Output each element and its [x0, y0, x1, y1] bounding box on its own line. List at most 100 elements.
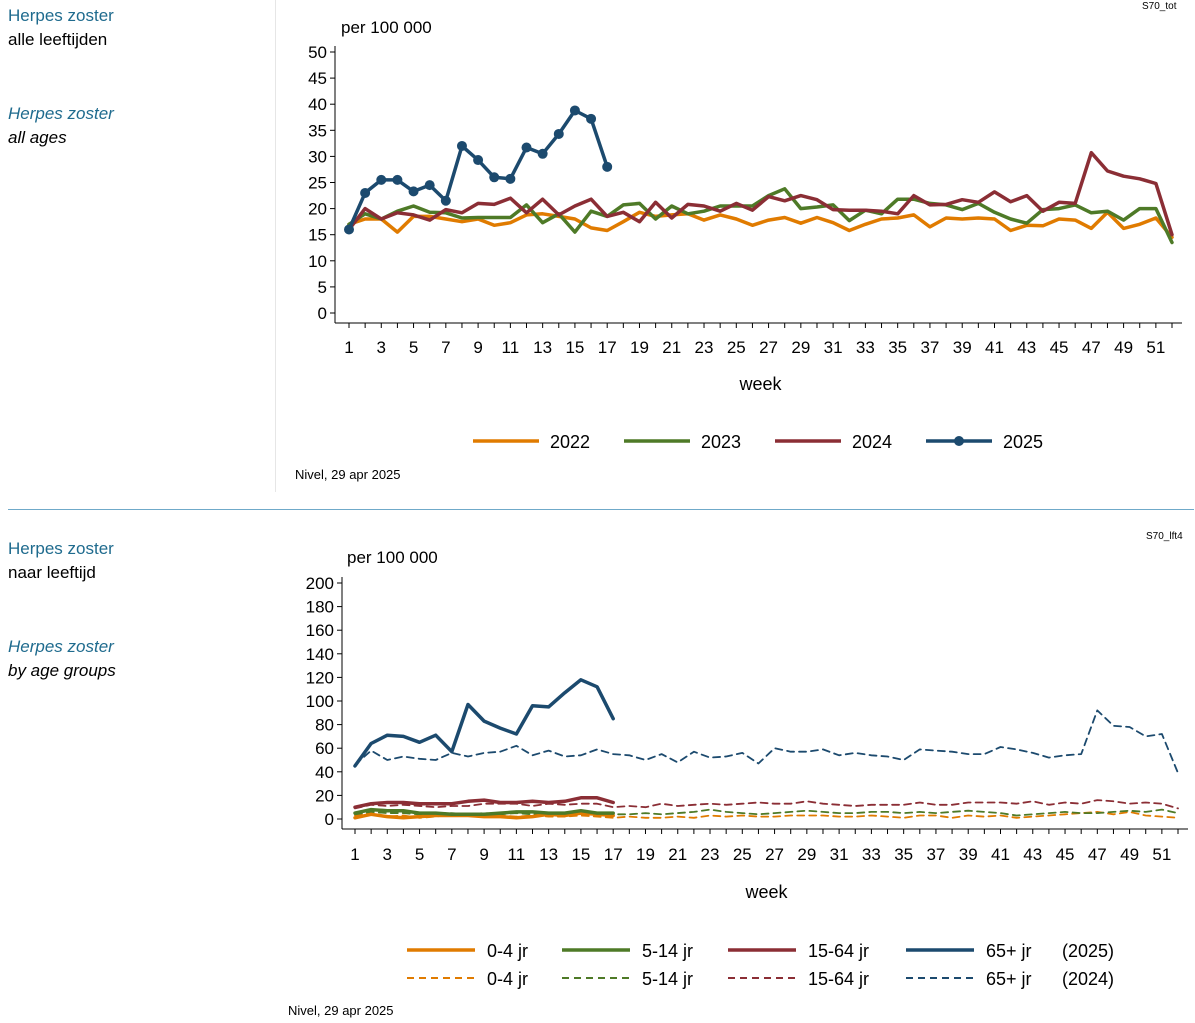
- chart2-x-tick-label: 21: [668, 845, 687, 864]
- chart2-x-tick-label: 41: [991, 845, 1010, 864]
- chart2-x-tick-label: 39: [959, 845, 978, 864]
- chart2-y-tick-label: 160: [306, 621, 334, 640]
- chart1-series-2025-point: [473, 155, 484, 166]
- chart1-y-tick-label: 50: [308, 43, 327, 62]
- chart2-x-axis-label: week: [744, 882, 788, 902]
- chart2-legend-label-row_2025-2: 15-64 jr: [808, 941, 869, 961]
- chart1-series-2024-line: [347, 150, 1174, 237]
- chart1-series-2025-point: [586, 113, 597, 124]
- chart1-x-tick-label: 25: [727, 338, 746, 357]
- chart2-y-axis-label: per 100 000: [347, 548, 438, 567]
- panel1-title-en: Herpes zoster: [8, 104, 114, 123]
- chart1-legend-label-2025: 2025: [1003, 432, 1043, 452]
- chart2-legend-label-row_2024-1: 5-14 jr: [642, 969, 693, 989]
- chart2-y-tick-label: 180: [306, 598, 334, 617]
- chart1-x-tick-label: 21: [662, 338, 681, 357]
- chart1-legend-label-2024: 2024: [852, 432, 892, 452]
- chart2-series-04jr-2025-line: [353, 811, 615, 820]
- chart2-x-tick-label: 27: [765, 845, 784, 864]
- panel2-subtitle-nl: naar leeftijd: [8, 563, 96, 582]
- chart2-y-tick-label: 140: [306, 645, 334, 664]
- chart2-series-1564jr-2025-line: [353, 796, 615, 809]
- chart1-y-tick-label: 0: [318, 304, 327, 323]
- chart1-y-tick-label: 5: [318, 278, 327, 297]
- chart2-x-tick-label: 5: [415, 845, 424, 864]
- chart1-series-2025-point: [569, 105, 580, 116]
- chart2-x-tick-label: 13: [539, 845, 558, 864]
- chart2-x-tick-label: 43: [1023, 845, 1042, 864]
- chart2-x-tick-label: 11: [508, 845, 526, 864]
- chart1-series-2025-point: [392, 174, 403, 185]
- chart1-series-2025-point: [360, 187, 371, 198]
- chart2-x-tick-label: 17: [604, 845, 623, 864]
- chart1-series-2022-line: [347, 210, 1174, 240]
- chart2-x-tick-label: 25: [733, 845, 752, 864]
- chart2-x-tick-label: 47: [1088, 845, 1107, 864]
- chart2-series-65plusjr-2025-line: [353, 678, 615, 768]
- chart2-legend-label-row_2025-0: 0-4 jr: [487, 941, 528, 961]
- panel2-title-en: Herpes zoster: [8, 637, 114, 656]
- chart1-y-tick-label: 30: [308, 147, 327, 166]
- chart1-series-2025-point: [440, 195, 451, 206]
- panel2-source: Nivel, 29 apr 2025: [288, 1003, 394, 1018]
- chart2-y-tick-label: 20: [315, 786, 334, 805]
- chart1-y-tick-label: 15: [308, 226, 327, 245]
- panel-separator: [8, 509, 1194, 510]
- chart1-x-tick-label: 3: [377, 338, 386, 357]
- chart1-x-tick-label: 13: [533, 338, 552, 357]
- chart2-series-514jr-2025-line: [353, 807, 615, 817]
- chart1-x-tick-label: 1: [344, 338, 353, 357]
- chart1-x-tick-label: 45: [1050, 338, 1069, 357]
- chart2-series-1564jr-2024-line: [354, 799, 1179, 810]
- chart1-series-2025-point: [489, 172, 500, 183]
- chart1-y-tick-label: 45: [308, 69, 327, 88]
- panel2-title-nl: Herpes zoster: [8, 539, 114, 558]
- chart1-x-tick-label: 31: [824, 338, 843, 357]
- chart1-x-tick-label: 19: [630, 338, 649, 357]
- chart2-legend-label-row_2024-3: 65+ jr: [986, 969, 1032, 989]
- chart1-series-2025-point: [521, 142, 532, 153]
- chart1-series-2025-line: [347, 108, 609, 232]
- chart2-legend-year-row_2025: (2025): [1062, 941, 1114, 961]
- chart1-y-tick-label: 10: [308, 252, 327, 271]
- chart1-x-tick-label: 33: [856, 338, 875, 357]
- chart1-y-tick-label: 40: [308, 95, 327, 114]
- chart1-x-tick-label: 47: [1082, 338, 1101, 357]
- chart1-x-tick-label: 23: [695, 338, 714, 357]
- chart2-legend-label-row_2025-3: 65+ jr: [986, 941, 1032, 961]
- chart1-legend-marker-2025: [954, 436, 964, 446]
- chart1-y-tick-label: 20: [308, 200, 327, 219]
- chart2-x-tick-label: 35: [894, 845, 913, 864]
- panel1-subtitle-en: all ages: [8, 128, 67, 147]
- panel1-side-titles: Herpes zoster alle leeftijden: [8, 4, 114, 52]
- chart2-y-tick-label: 120: [306, 668, 334, 687]
- panel2-subtitle-en: by age groups: [8, 661, 116, 680]
- chart1-x-tick-label: 39: [953, 338, 972, 357]
- panel2-chart-code: S70_lft4: [1146, 531, 1183, 542]
- chart1-series-2023-line: [347, 187, 1174, 245]
- chart1-x-tick-label: 15: [565, 338, 584, 357]
- chart1-series-2025-point: [505, 173, 516, 184]
- chart1-series-2025-point: [553, 128, 564, 139]
- chart1-x-tick-label: 29: [791, 338, 810, 357]
- panel1-title-nl: Herpes zoster: [8, 6, 114, 25]
- chart2-x-tick-label: 3: [383, 845, 392, 864]
- chart1-series-2025-point: [376, 174, 387, 185]
- chart1-x-tick-label: 41: [985, 338, 1004, 357]
- chart1-x-tick-label: 11: [502, 338, 520, 357]
- chart2-y-tick-label: 80: [315, 716, 334, 735]
- chart2-x-tick-label: 9: [479, 845, 488, 864]
- chart2-legend-label-row_2025-1: 5-14 jr: [642, 941, 693, 961]
- chart1-y-tick-label: 25: [308, 174, 327, 193]
- panel1-subtitle-nl: alle leeftijden: [8, 30, 108, 49]
- chart2-y-tick-label: 40: [315, 763, 334, 782]
- chart2-x-tick-label: 7: [447, 845, 456, 864]
- chart2-y-tick-label: 100: [306, 692, 334, 711]
- panel2-side-titles: Herpes zoster naar leeftijd: [8, 537, 114, 585]
- chart2-y-tick-label: 60: [315, 739, 334, 758]
- chart2-x-tick-label: 15: [571, 845, 590, 864]
- chart2-x-tick-label: 51: [1152, 845, 1171, 864]
- chart1-y-axis-label: per 100 000: [341, 18, 432, 37]
- chart2-x-tick-label: 49: [1120, 845, 1139, 864]
- panel1-source: Nivel, 29 apr 2025: [295, 467, 401, 482]
